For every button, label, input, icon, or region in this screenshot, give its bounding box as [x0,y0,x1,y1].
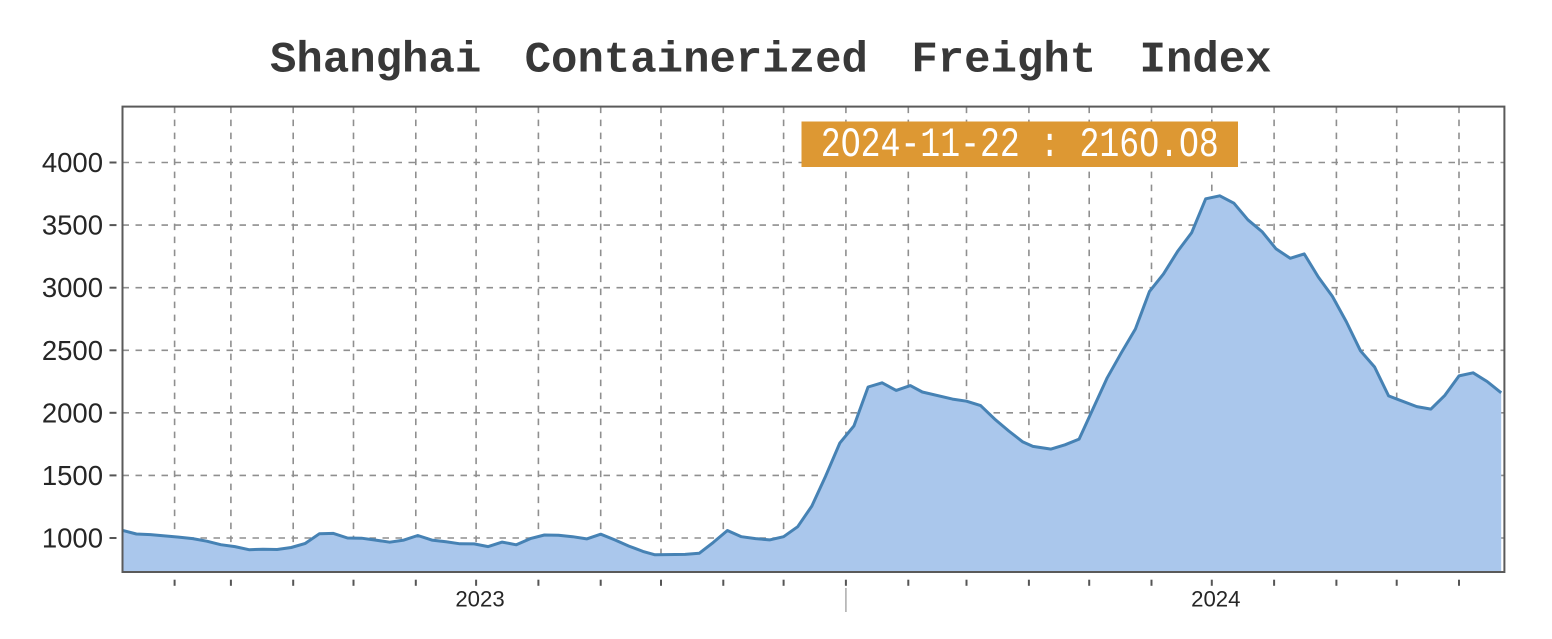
svg-text:3000: 3000 [42,272,103,303]
svg-text:2024: 2024 [1191,587,1240,612]
svg-text:1500: 1500 [42,460,103,491]
svg-text:2O24-11-22 : 216O.O8: 2O24-11-22 : 216O.O8 [821,121,1219,169]
svg-text:4000: 4000 [42,147,103,178]
svg-text:1000: 1000 [42,523,103,554]
svg-text:2500: 2500 [42,335,103,366]
svg-text:3500: 3500 [42,210,103,241]
svg-text:2023: 2023 [455,587,504,612]
svg-text:Shanghai Containerized Freight: Shanghai Containerized Freight Index [270,36,1272,86]
svg-text:2000: 2000 [42,397,103,428]
